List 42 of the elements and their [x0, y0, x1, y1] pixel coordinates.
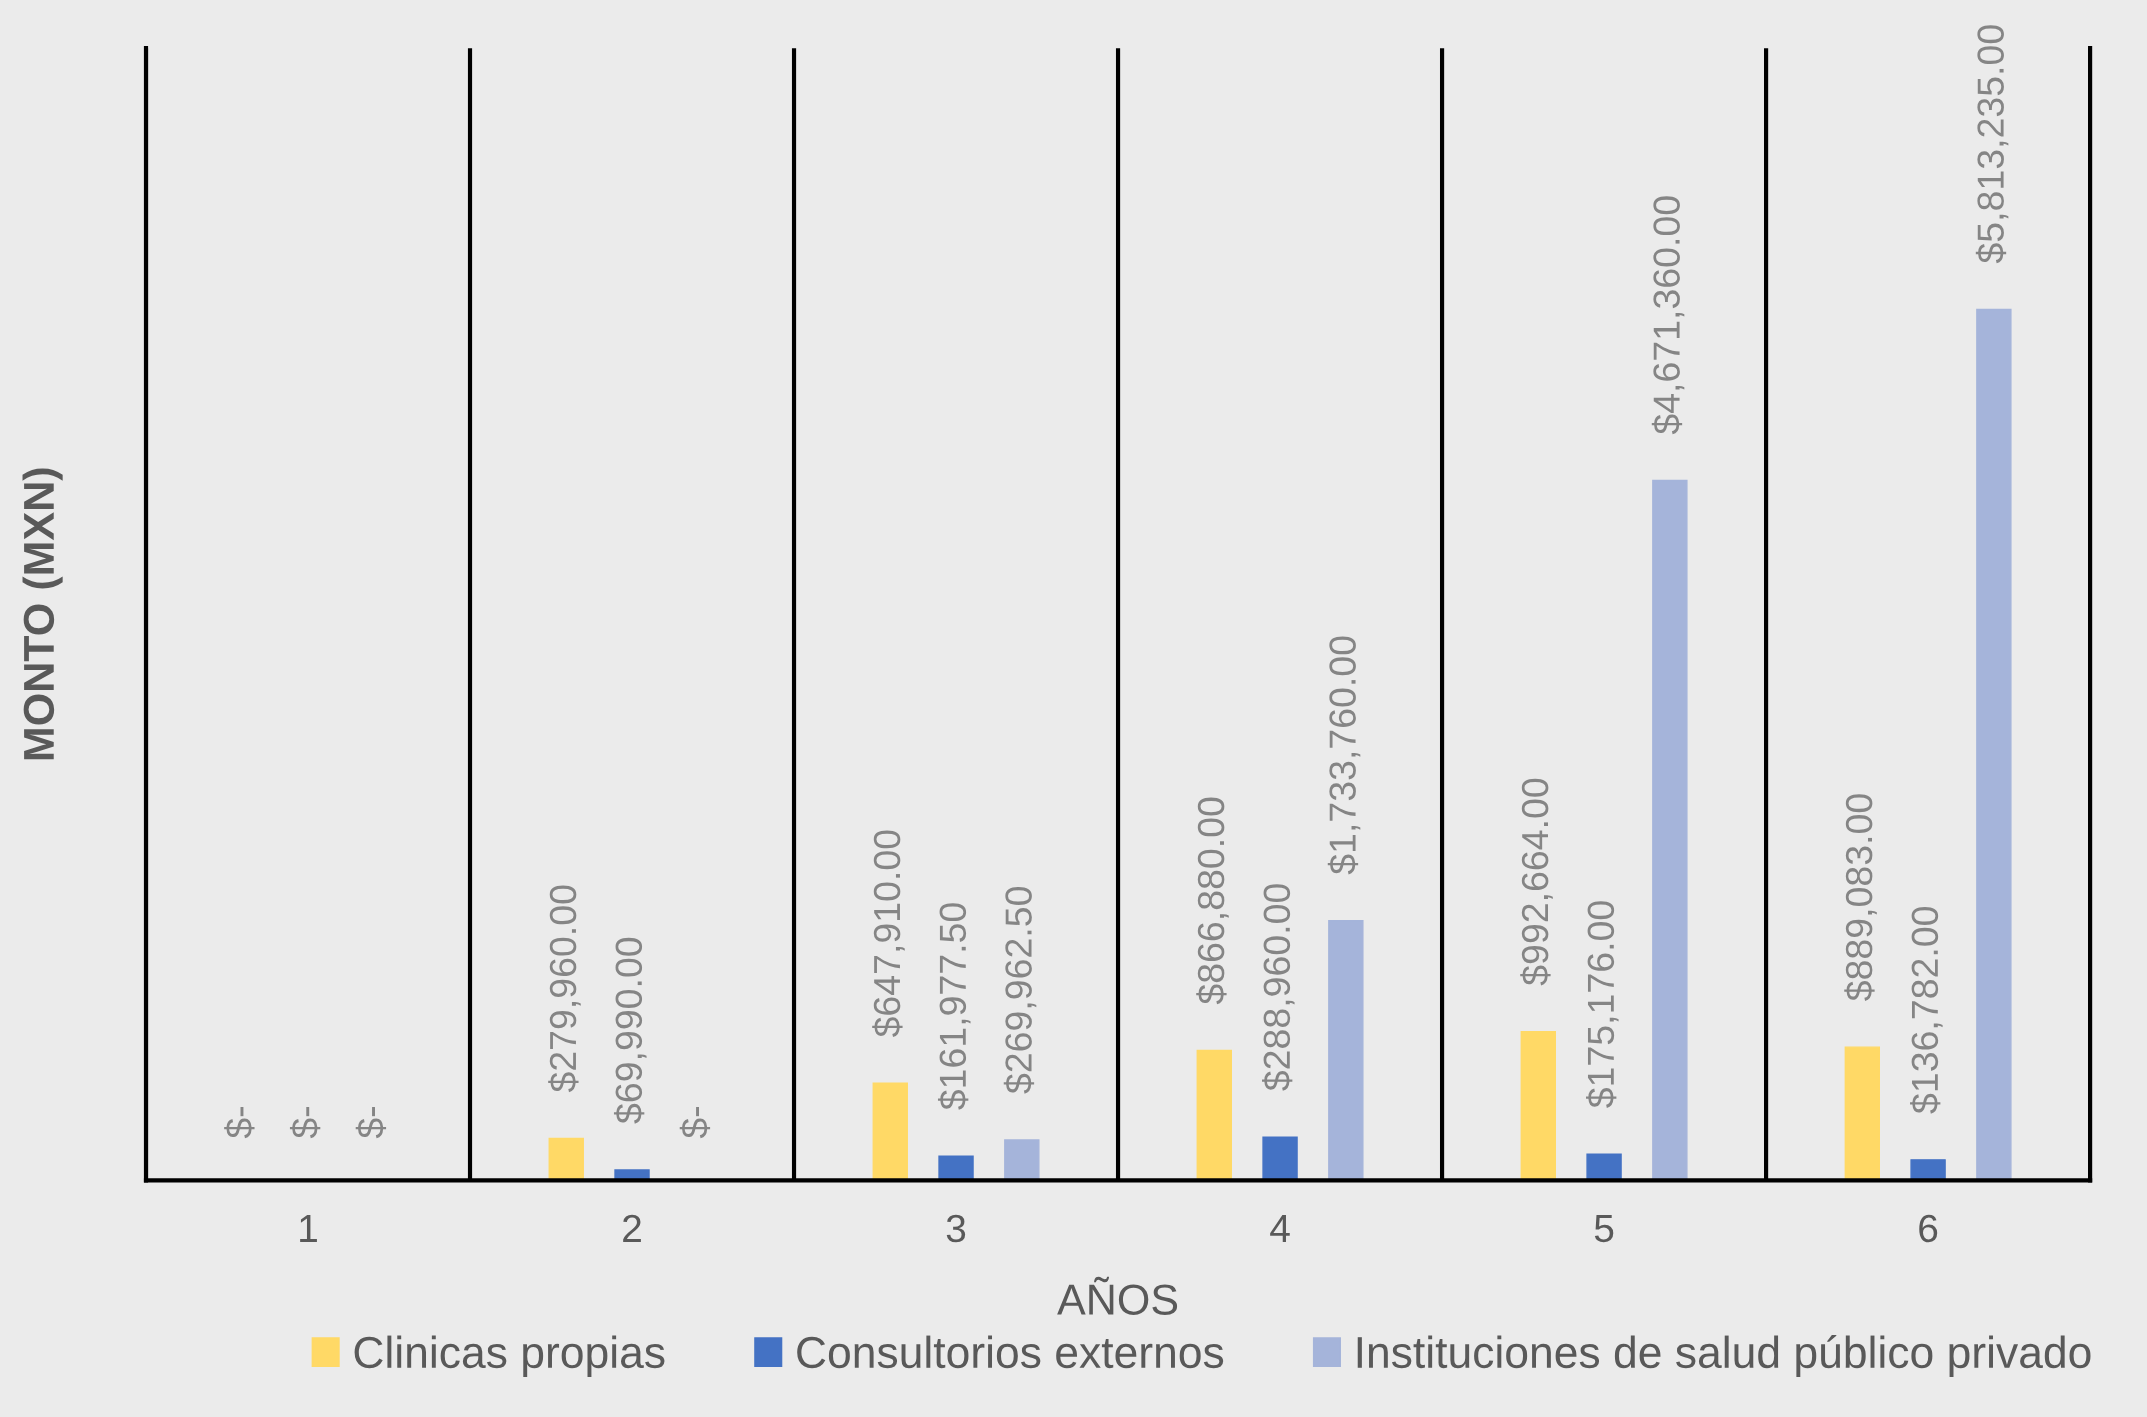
bar	[1520, 1030, 1557, 1181]
x-tick-label: 4	[1270, 1215, 1290, 1242]
legend-label: Instituciones de salud público privado	[1357, 1335, 2091, 1377]
data-label: $288,960.00	[1261, 884, 1295, 1091]
bar	[1652, 479, 1688, 1181]
bar	[548, 1137, 584, 1181]
data-label: $-	[289, 1107, 321, 1139]
data-label: $136,782.00	[1910, 906, 1943, 1114]
data-label: $269,962.50	[1003, 887, 1037, 1094]
x-tick-label: 1	[300, 1215, 317, 1242]
bar	[872, 1082, 908, 1181]
x-tick-label: 5	[1594, 1215, 1614, 1243]
x-axis-title: AÑOS	[1057, 1276, 1178, 1315]
bar	[1844, 1046, 1881, 1181]
x-tick-label: 6	[1919, 1214, 1938, 1243]
bar	[1910, 1159, 1946, 1181]
data-label: $69,990.00	[613, 937, 647, 1124]
data-label: $992,664.00	[1520, 778, 1553, 986]
bar	[938, 1155, 974, 1181]
data-label: $4,671,360.00	[1651, 196, 1685, 435]
bar	[1196, 1049, 1232, 1181]
bar	[1586, 1153, 1622, 1181]
data-label: $647,910.00	[872, 830, 905, 1038]
data-label: $175,176.00	[1586, 901, 1619, 1108]
legend-label: Consultorios externos	[797, 1335, 1224, 1369]
x-tick-label: 2	[623, 1214, 641, 1242]
legend-label: Clinicas propias	[354, 1335, 665, 1377]
data-label: $161,977.50	[937, 903, 971, 1110]
data-label: $866,880.00	[1196, 797, 1229, 1005]
data-label: $279,960.00	[548, 885, 581, 1093]
bar	[1262, 1136, 1298, 1181]
bar	[1004, 1139, 1040, 1181]
data-label: $-	[224, 1107, 255, 1139]
data-label: $889,083.00	[1844, 794, 1877, 1001]
y-axis-title: MONTO (MXN)	[22, 468, 63, 760]
data-label: $-	[679, 1107, 711, 1139]
bar	[1328, 919, 1364, 1181]
bar	[1976, 308, 2012, 1181]
x-tick-label: 3	[946, 1214, 966, 1243]
data-label: $1,733,760.00	[1327, 636, 1361, 875]
data-label: $5,813,235.00	[1975, 25, 2009, 264]
data-label: $-	[355, 1107, 387, 1139]
